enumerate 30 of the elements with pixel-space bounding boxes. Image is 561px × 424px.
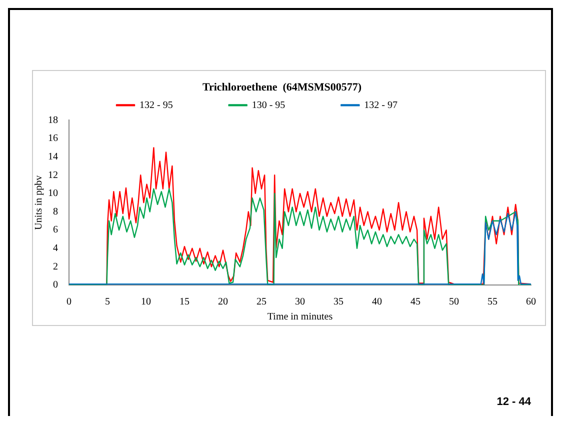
y-tick-label: 6	[53, 224, 58, 236]
chart-title: Trichloroethene (64MSMS00577)	[202, 81, 362, 94]
y-tick-label: 2	[53, 261, 58, 272]
x-tick-label: 60	[526, 296, 536, 308]
text: 12 - 44	[496, 396, 531, 408]
legend-label: 130 - 95	[252, 100, 336, 111]
x-tick-label: 20	[218, 296, 228, 308]
legend-label: 132 - 97	[364, 100, 448, 111]
x-tick-label: 30	[295, 296, 305, 308]
y-tick-label: 18	[48, 114, 58, 126]
x-tick-label: 10	[141, 296, 151, 308]
x-tick-label: 35	[334, 296, 344, 308]
x-tick-label: 5	[105, 296, 110, 308]
y-tick-label: 14	[48, 151, 58, 162]
y-tick-label: 8	[53, 206, 58, 218]
y-axis-title: Units in ppbv	[34, 175, 45, 230]
x-tick-label: 50	[449, 296, 459, 308]
x-axis-title: Time in minutes	[267, 312, 333, 323]
x-tick-label: 55	[488, 296, 498, 308]
y-tick-label: 16	[48, 133, 58, 144]
x-tick-label: 40	[372, 296, 382, 308]
y-tick-label: 10	[48, 188, 58, 200]
y-tick-label: 12	[48, 170, 58, 181]
x-tick-label: 15	[180, 296, 190, 308]
x-tick-label: 25	[256, 296, 266, 308]
x-tick-label: 45	[410, 296, 420, 308]
x-tick-label: 0	[66, 296, 72, 308]
legend-label: 132 - 95	[140, 100, 223, 111]
y-tick-label: 4	[53, 243, 58, 254]
y-tick-label: 0	[53, 280, 58, 291]
